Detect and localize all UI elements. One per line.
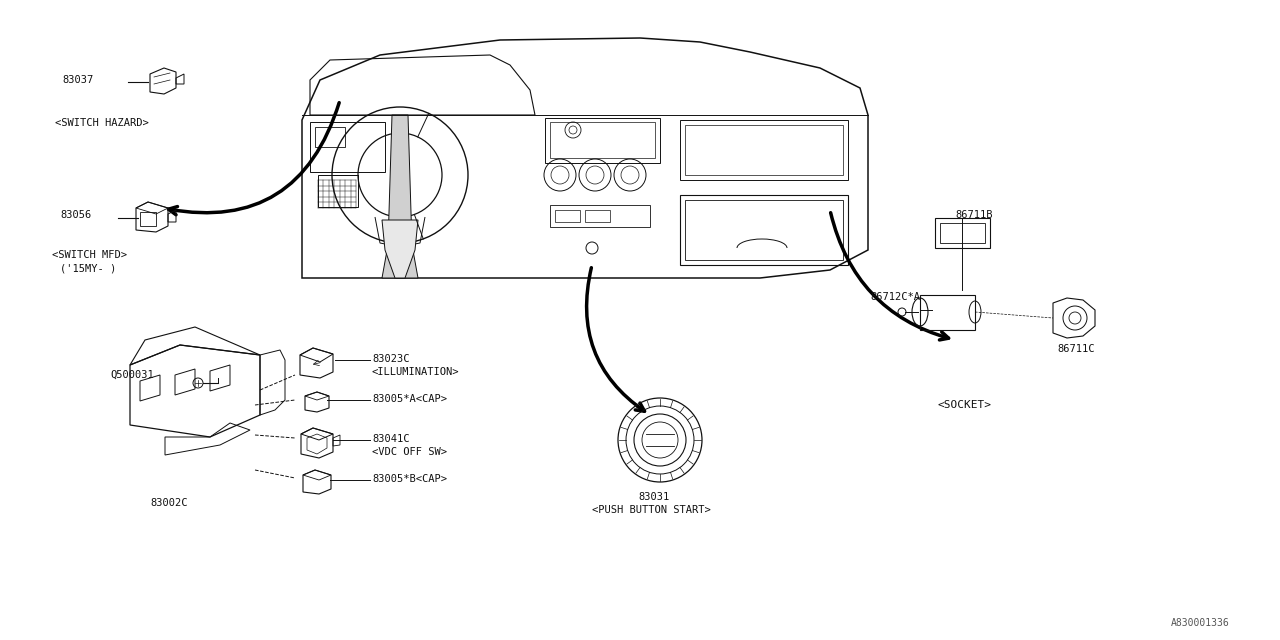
Bar — [556, 210, 580, 222]
FancyArrowPatch shape — [586, 268, 645, 412]
Bar — [317, 175, 358, 207]
Bar — [140, 212, 156, 226]
Polygon shape — [381, 220, 419, 278]
Text: 86712C*A: 86712C*A — [870, 292, 920, 302]
Bar — [680, 195, 849, 265]
Text: 86711B: 86711B — [955, 210, 992, 220]
Bar — [550, 122, 655, 158]
Text: <SWITCH HAZARD>: <SWITCH HAZARD> — [55, 118, 148, 128]
Text: 83005*A<CAP>: 83005*A<CAP> — [372, 394, 447, 404]
Bar — [934, 218, 989, 248]
Text: 83056: 83056 — [60, 210, 91, 220]
Text: 83031: 83031 — [637, 492, 669, 502]
Text: 83005*B<CAP>: 83005*B<CAP> — [372, 474, 447, 484]
Text: Q500031: Q500031 — [110, 370, 154, 380]
FancyArrowPatch shape — [169, 102, 339, 215]
Bar — [585, 210, 611, 222]
Text: 83002C: 83002C — [150, 498, 187, 508]
Text: 86711C: 86711C — [1057, 344, 1094, 354]
Bar — [685, 200, 844, 260]
Text: <VDC OFF SW>: <VDC OFF SW> — [372, 447, 447, 457]
Bar — [940, 223, 986, 243]
Text: 83037: 83037 — [61, 75, 93, 85]
Bar — [920, 295, 975, 330]
Text: 83041C: 83041C — [372, 434, 410, 444]
Text: <SOCKET>: <SOCKET> — [938, 400, 992, 410]
Bar — [315, 127, 346, 147]
Bar — [550, 205, 650, 227]
Text: 83023C: 83023C — [372, 354, 410, 364]
Text: <SWITCH MFD>: <SWITCH MFD> — [52, 250, 127, 260]
Bar — [685, 125, 844, 175]
Text: <PUSH BUTTON START>: <PUSH BUTTON START> — [591, 505, 710, 515]
Text: <ILLUMINATION>: <ILLUMINATION> — [372, 367, 460, 377]
Text: A830001336: A830001336 — [1171, 618, 1230, 628]
Bar — [545, 118, 660, 163]
Polygon shape — [381, 115, 419, 278]
Bar — [310, 122, 385, 172]
Text: ('15MY- ): ('15MY- ) — [60, 263, 116, 273]
FancyArrowPatch shape — [831, 212, 948, 340]
Bar — [680, 120, 849, 180]
